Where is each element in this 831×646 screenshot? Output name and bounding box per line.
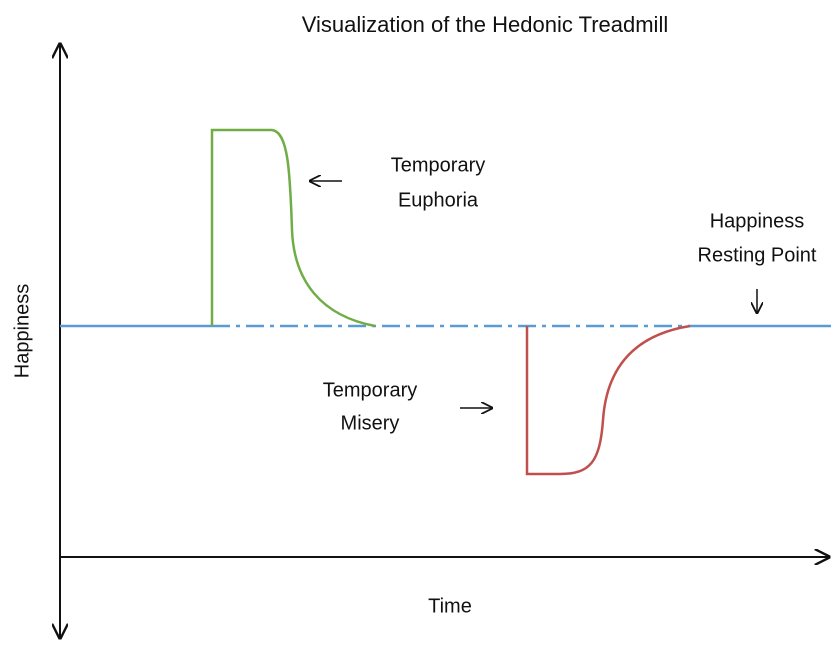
annotation: Temporary bbox=[391, 154, 485, 176]
annotation: Temporary bbox=[323, 379, 417, 401]
title: Visualization of the Hedonic Treadmill bbox=[302, 12, 668, 37]
annotation: Resting Point bbox=[698, 244, 817, 266]
y-axis-label: Happiness bbox=[11, 284, 33, 379]
euphoria-curve bbox=[210, 128, 376, 328]
annotation: Euphoria bbox=[398, 189, 479, 211]
misery-curve bbox=[525, 324, 691, 476]
x-axis-label: Time bbox=[428, 595, 472, 617]
annotation: Misery bbox=[341, 412, 400, 434]
annotation: Happiness bbox=[710, 210, 805, 232]
